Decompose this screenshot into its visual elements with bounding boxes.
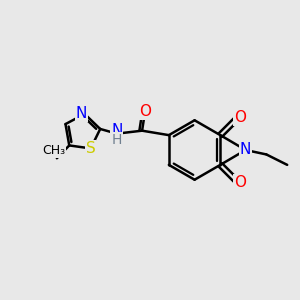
Text: N: N	[76, 106, 87, 122]
Text: N: N	[111, 123, 122, 138]
Text: O: O	[234, 110, 246, 125]
Text: O: O	[234, 175, 246, 190]
Text: H: H	[112, 133, 122, 147]
Text: S: S	[86, 141, 96, 156]
Text: O: O	[139, 104, 151, 119]
Text: CH₃: CH₃	[42, 144, 65, 157]
Text: N: N	[240, 142, 251, 158]
